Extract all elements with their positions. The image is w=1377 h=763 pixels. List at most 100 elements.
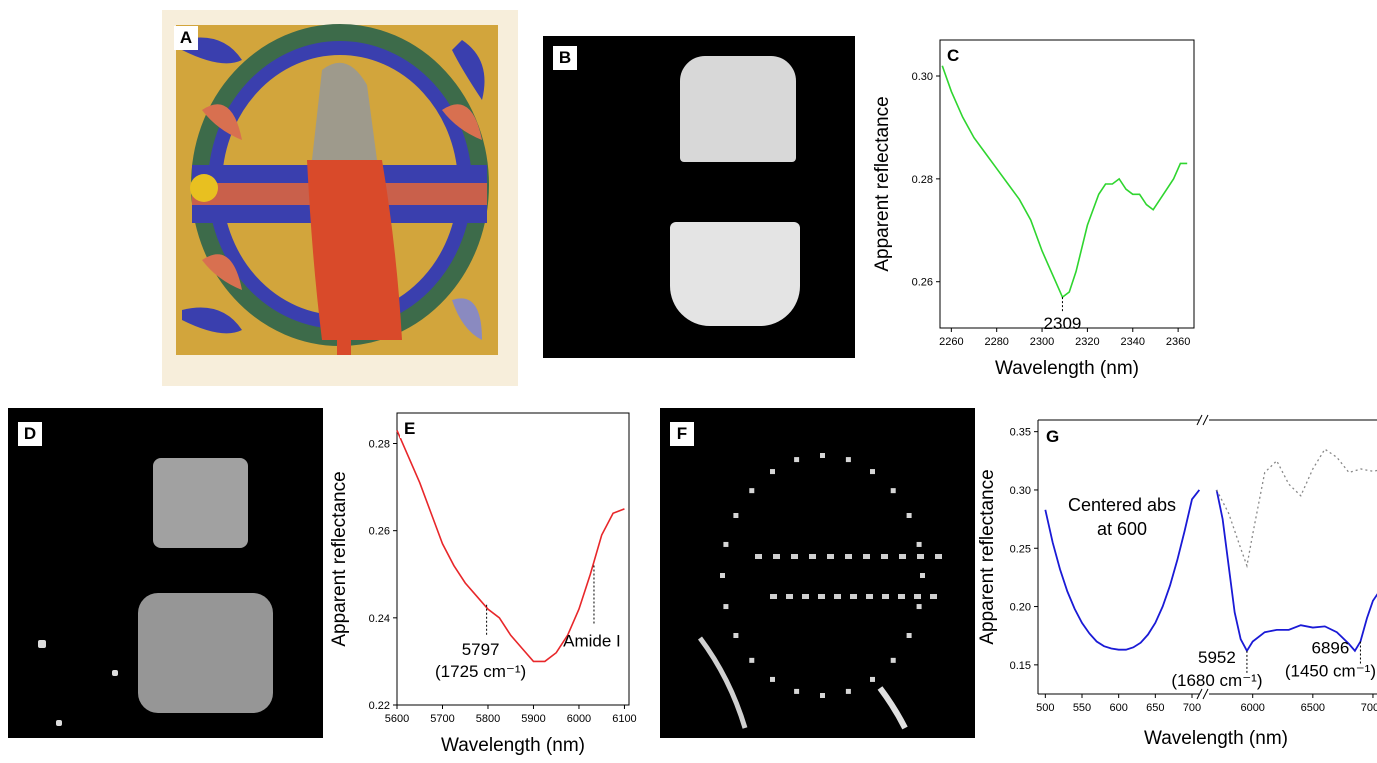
x-tick-label: 600: [1109, 702, 1127, 714]
panel-b-map-image: B: [543, 36, 855, 358]
map-region-upper: [153, 458, 248, 548]
y-tick-label: 0.26: [369, 526, 390, 538]
map-dot: [917, 554, 924, 559]
x-tick-label: 2320: [1075, 336, 1099, 348]
x-tick-label: 700: [1183, 702, 1201, 714]
speck: [38, 640, 46, 648]
chart-e: 0.22 0.24 0.26 0.28 5600 5700 5800 5900 6000 6100…: [325, 405, 645, 758]
map-dot: [770, 594, 777, 599]
x-tick-label: 550: [1073, 702, 1091, 714]
panel-label: B: [553, 46, 577, 70]
panel-a-manuscript-image: A: [162, 10, 518, 386]
map-dot: [866, 594, 873, 599]
panel-label-bg: [400, 416, 422, 438]
map-dot: [794, 688, 800, 694]
x-tick-label: 650: [1146, 702, 1164, 714]
series-line: [396, 430, 625, 663]
y-axis-label: Apparent reflectance: [872, 96, 893, 271]
y-axis-label: Apparent reflectance: [977, 469, 998, 644]
y-axis-label: Apparent reflectance: [329, 471, 350, 646]
panel-label: F: [670, 422, 694, 446]
y-tick-label: 0.20: [1010, 602, 1031, 614]
x-tick-label: 5800: [476, 713, 500, 725]
x-tick-label: 7000: [1361, 702, 1377, 714]
chart-g-svg: 0.15 0.20 0.25 0.30 0.35 500 550 600 650 700 6000 6…: [977, 414, 1377, 749]
map-dot: [820, 693, 825, 698]
panel-label: C: [947, 46, 959, 65]
panel-label-bg: [1042, 424, 1064, 446]
map-dot: [809, 554, 816, 559]
y-tick-label: 0.28: [369, 439, 390, 451]
map-dot: [733, 633, 739, 638]
chart-c-svg: 0.26 0.28 0.30 2260 2280 2300 2320 2340 2360 Wave…: [872, 39, 1195, 379]
x-tick-label: 2300: [1030, 336, 1054, 348]
map-dot: [916, 604, 922, 610]
x-axis-label: Wavelength (nm): [1144, 728, 1288, 749]
x-tick-label: 5900: [521, 713, 545, 725]
map-dot: [916, 541, 922, 547]
annotation-label: Amide I: [563, 632, 621, 651]
map-region-lower: [138, 593, 273, 713]
map-dot: [720, 573, 725, 578]
x-tick-label: 6000: [1240, 702, 1264, 714]
y-tick-label: 0.35: [1010, 427, 1031, 439]
chart-g: 0.15 0.20 0.25 0.30 0.35 500 550 600 650 700 6000 6…: [976, 408, 1377, 758]
annotation-label: 5952: [1198, 648, 1236, 667]
map-dot: [845, 457, 851, 463]
x-tick-label: 500: [1036, 702, 1054, 714]
speck: [112, 670, 118, 676]
map-dot: [882, 594, 889, 599]
panel-f-map-image: F: [660, 408, 975, 738]
map-dot: [845, 554, 852, 559]
y-tick-label: 0.22: [369, 700, 390, 712]
axis-break-gap: [1199, 416, 1209, 424]
annotation-label: 6896: [1312, 639, 1350, 658]
map-dot: [723, 604, 729, 610]
map-dot: [749, 488, 755, 494]
panel-label: A: [174, 26, 198, 50]
panel-d-map-image: D: [8, 408, 323, 738]
series-line: [1215, 489, 1377, 653]
map-dot: [870, 676, 875, 682]
map-region-lower: [670, 222, 800, 326]
map-dot: [818, 594, 825, 599]
x-tick-label: 5600: [385, 713, 409, 725]
x-tick-label: 2260: [939, 336, 963, 348]
map-dot: [845, 688, 851, 694]
map-dot: [935, 554, 942, 559]
axis-break-gap: [1199, 690, 1209, 698]
speck: [56, 720, 62, 726]
chart-c: 0.26 0.28 0.30 2260 2280 2300 2320 2340 2360 Wave…: [860, 30, 1200, 392]
y-tick-label: 0.30: [912, 71, 933, 83]
map-dot: [906, 633, 912, 638]
map-dot: [786, 594, 793, 599]
map-dot: [863, 554, 870, 559]
reference-dotted-line: [1216, 448, 1377, 569]
map-region-upper: [680, 56, 796, 162]
map-dot: [898, 594, 905, 599]
panel-label-bg: [943, 43, 965, 65]
y-tick-label: 0.30: [1010, 485, 1031, 497]
axis-break-mark: [1202, 414, 1209, 426]
map-dot: [890, 657, 896, 663]
map-dot: [794, 457, 800, 463]
y-tick-label: 0.26: [912, 277, 933, 289]
map-dot: [881, 554, 888, 559]
map-dot: [749, 657, 755, 663]
map-streak: [697, 636, 748, 729]
series-line: [1044, 489, 1201, 651]
annotation-note: at 600: [1097, 519, 1147, 539]
map-dot: [770, 676, 775, 682]
map-dot: [820, 453, 825, 458]
x-axis-label: Wavelength (nm): [441, 735, 585, 756]
panel-label: D: [18, 422, 42, 446]
chart-e-svg: 0.22 0.24 0.26 0.28 5600 5700 5800 5900 6000 6100…: [329, 412, 637, 756]
annotation-label: 5797: [462, 640, 500, 659]
plot-frame: [939, 39, 1195, 329]
x-tick-label: 6500: [1301, 702, 1325, 714]
annotation-label: 2309: [1044, 314, 1082, 333]
map-dot: [770, 469, 775, 475]
annotation-note: Centered abs: [1068, 495, 1176, 515]
map-dot: [834, 594, 841, 599]
map-dot: [802, 594, 809, 599]
